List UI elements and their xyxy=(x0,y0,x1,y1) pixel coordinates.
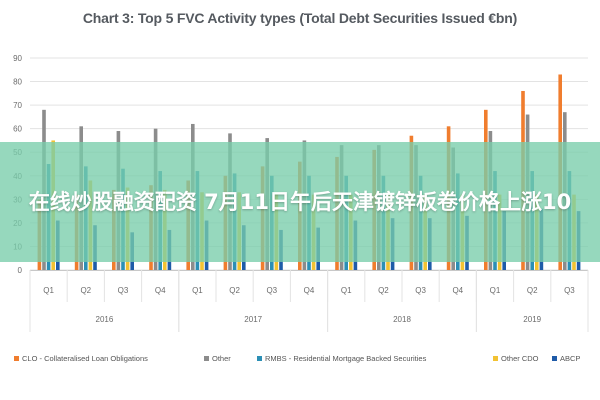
legend-swatch xyxy=(257,356,262,361)
x-tick-label: Q2 xyxy=(378,286,389,295)
x-tick-label: Q1 xyxy=(490,286,501,295)
x-tick-label: Q4 xyxy=(304,286,315,295)
year-label: 2016 xyxy=(96,315,114,324)
overlay-banner[interactable]: 在线炒股融资配资 7月11日午后天津镀锌板卷价格上涨10 xyxy=(0,142,600,262)
legend-label: Other xyxy=(212,354,231,363)
x-tick-label: Q3 xyxy=(415,286,426,295)
year-label: 2018 xyxy=(393,315,411,324)
x-tick-label: Q4 xyxy=(155,286,166,295)
chart-title: Chart 3: Top 5 FVC Activity types (Total… xyxy=(82,10,518,26)
y-tick-label: 80 xyxy=(13,78,22,87)
x-tick-label: Q3 xyxy=(118,286,129,295)
x-tick-label: Q4 xyxy=(452,286,463,295)
legend-label: CLO - Collateralised Loan Obligations xyxy=(22,354,148,363)
legend-label: Other CDO xyxy=(501,354,539,363)
x-tick-label: Q3 xyxy=(266,286,277,295)
y-tick-label: 0 xyxy=(18,266,23,275)
x-tick-label: Q1 xyxy=(341,286,352,295)
x-tick-label: Q3 xyxy=(564,286,575,295)
x-tick-label: Q1 xyxy=(43,286,54,295)
x-tick-label: Q1 xyxy=(192,286,203,295)
x-tick-label: Q2 xyxy=(527,286,538,295)
y-tick-label: 90 xyxy=(13,54,22,63)
legend-swatch xyxy=(204,356,209,361)
x-tick-label: Q2 xyxy=(229,286,240,295)
legend-swatch xyxy=(493,356,498,361)
year-label: 2019 xyxy=(523,315,541,324)
overlay-banner-text: 在线炒股融资配资 7月11日午后天津镀锌板卷价格上涨10 xyxy=(28,190,572,214)
x-tick-label: Q2 xyxy=(80,286,91,295)
y-tick-label: 70 xyxy=(13,101,22,110)
legend-label: RMBS - Residential Mortgage Backed Secur… xyxy=(265,354,427,363)
legend-swatch xyxy=(14,356,19,361)
legend-label: ABCP xyxy=(560,354,580,363)
year-label: 2017 xyxy=(244,315,262,324)
legend-swatch xyxy=(552,356,557,361)
y-tick-label: 60 xyxy=(13,125,22,134)
